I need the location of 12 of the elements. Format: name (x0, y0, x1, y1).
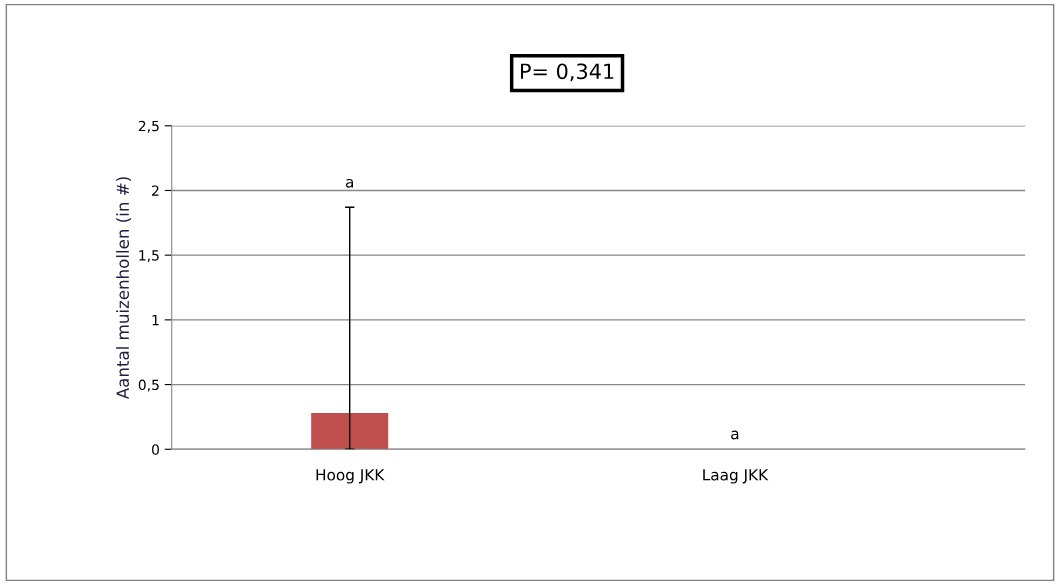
x-tick-label: Laag JKK (703, 469, 769, 484)
x-tick-label: Hoog JKK (316, 469, 385, 484)
y-tick-label: 2 (152, 185, 159, 196)
y-tick-label: 2,5 (138, 120, 159, 133)
y-tick-label: 0,5 (138, 379, 159, 392)
annotation: a (731, 430, 739, 440)
text: P= 0,341 (521, 63, 614, 82)
y-tick-label: 0 (151, 444, 159, 455)
y-axis-title: Aantal muizenhollen (in #) (116, 177, 131, 400)
y-tick-label: 1 (152, 315, 159, 326)
annotation: a (345, 178, 353, 188)
y-tick-label: 1,5 (139, 250, 159, 263)
